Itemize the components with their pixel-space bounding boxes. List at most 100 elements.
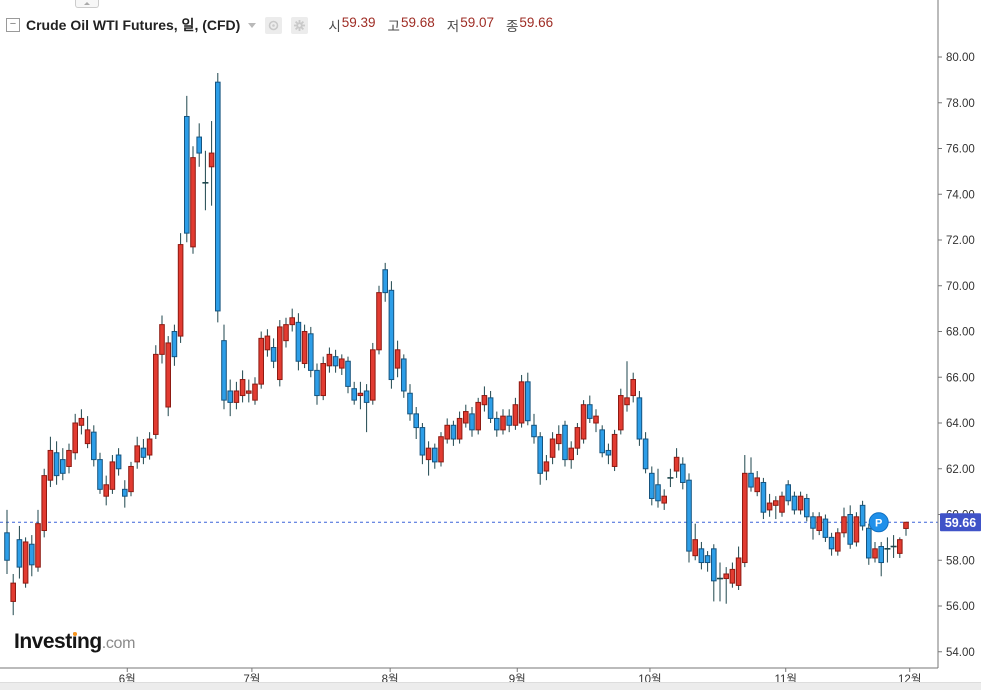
candle-down [537, 436, 544, 474]
candle-up [543, 461, 550, 472]
panel-collapse-tab[interactable] [75, 0, 99, 8]
candle-down [122, 488, 128, 497]
candle-up [239, 379, 246, 397]
candle-up [853, 516, 860, 543]
candle-up [134, 445, 140, 463]
candle-up [463, 411, 469, 424]
candle-down [847, 514, 854, 545]
candle-up [835, 532, 841, 552]
doji-dash [202, 182, 209, 184]
low-value: 59.07 [460, 15, 494, 30]
candle-up [103, 484, 110, 497]
candle-up [766, 502, 773, 511]
candle-up [580, 404, 587, 440]
candle-down [91, 431, 97, 461]
candle-down [388, 289, 395, 381]
candle-up [289, 317, 295, 326]
y-tick-label: 64.00 [946, 418, 975, 430]
y-tick-label: 54.00 [946, 647, 975, 659]
gear-icon[interactable] [291, 16, 309, 34]
candle-up [673, 456, 680, 472]
candle-up [146, 438, 153, 456]
candle-up [370, 349, 376, 401]
y-axis: 80.00 78.00 76.00 74.00 72.00 70.00 68.00 66.00… [937, 0, 975, 668]
chart-header: − Crude Oil WTI Futures, 일, (CFD) [6, 15, 553, 35]
candle-up [10, 582, 16, 602]
candle-down [828, 536, 835, 550]
candle-down [494, 417, 500, 431]
candle-up [735, 557, 742, 586]
ohlc-readout: 시 59.39 고 59.68 저 59.07 종 59.66 [328, 15, 553, 35]
candle-up [394, 349, 401, 369]
candle-down [382, 269, 388, 294]
candle-up [339, 358, 345, 369]
open-label: 시 [328, 19, 341, 34]
candle-up [661, 495, 668, 504]
position-marker[interactable]: P [868, 512, 889, 533]
candle-down [866, 527, 872, 559]
candle-down [221, 340, 227, 401]
candle-up [897, 539, 903, 554]
bottom-scrollbar-strip[interactable] [0, 682, 981, 690]
candle-up [376, 292, 382, 351]
candle-down [531, 424, 537, 438]
collapse-icon[interactable]: − [6, 18, 20, 32]
candle-up [903, 521, 909, 529]
candle-down [295, 321, 302, 362]
candle-down [711, 548, 717, 582]
candle-down [351, 388, 357, 401]
candle-down [655, 484, 661, 502]
candle-up [165, 342, 171, 408]
y-tick-label: 78.00 [946, 98, 975, 110]
candle-up [252, 383, 258, 401]
candle-up [277, 326, 283, 381]
candle-up [624, 397, 630, 406]
candle-up [692, 539, 699, 557]
candle-up [481, 395, 488, 406]
candle-down [704, 555, 711, 564]
y-tick-label: 70.00 [946, 281, 975, 293]
instrument-title: Crude Oil WTI Futures, 일, (CFD) [26, 17, 241, 33]
candle-up [47, 449, 54, 481]
candle-down [642, 438, 649, 470]
close-label: 종 [505, 19, 519, 34]
candle-down [487, 397, 494, 419]
candle-down [450, 424, 457, 440]
candle-up [618, 395, 624, 431]
doji-dash [890, 545, 897, 548]
candle-up [153, 353, 159, 435]
candle-up [872, 548, 878, 559]
candle-up [742, 472, 748, 564]
candle-down [698, 548, 705, 564]
candle-up [816, 516, 823, 532]
last-price-text: 59.66 [945, 516, 976, 530]
candle-down [60, 459, 66, 474]
candle-down [822, 518, 829, 538]
doji-dash [884, 548, 891, 550]
open-value: 59.39 [341, 15, 376, 30]
y-tick-label: 72.00 [946, 235, 975, 247]
candle-up [611, 433, 618, 467]
y-tick-label: 76.00 [946, 144, 975, 156]
chevron-down-icon[interactable] [248, 22, 257, 28]
y-tick-label: 58.00 [946, 555, 975, 567]
target-icon[interactable] [265, 16, 283, 34]
candle-up [283, 324, 289, 342]
candle-down [53, 452, 60, 477]
candle-down [413, 413, 419, 429]
candle-up [841, 516, 847, 534]
candle-down [760, 481, 767, 513]
candle-up [190, 157, 196, 248]
candle-up [208, 152, 215, 168]
candle-up [246, 390, 252, 394]
candle-down [308, 333, 314, 371]
candle-up [568, 447, 575, 461]
candle-up [159, 324, 165, 355]
candle-down [332, 356, 339, 367]
candle-up [518, 381, 525, 424]
candle-up [574, 427, 581, 449]
candle-down [196, 136, 202, 154]
candle-up [444, 424, 450, 440]
candle-up [66, 449, 72, 467]
